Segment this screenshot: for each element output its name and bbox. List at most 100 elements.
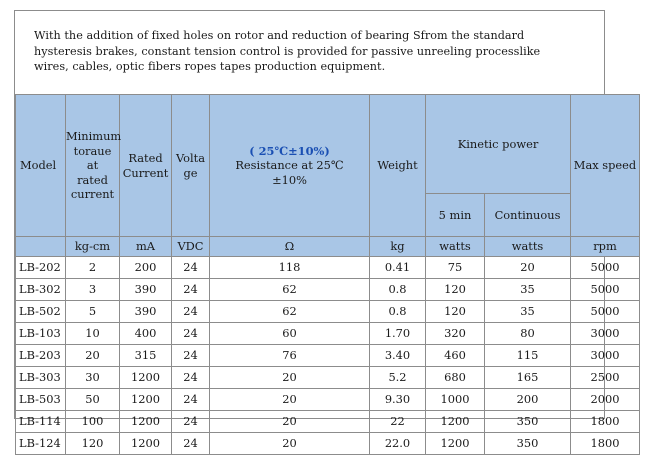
table-row: LB-202 2 200 24 118 0.41 75 20 5000 [15,256,641,279]
cell-speed: 2000 [570,388,641,411]
header-five-min: 5 min [425,193,485,237]
table-row: LB-103 10 400 24 60 1.70 320 80 3000 [15,322,641,345]
cell-voltage: 24 [171,388,210,411]
header-voltage: Volta ge [171,94,210,237]
cell-five-min: 680 [425,366,485,389]
cell-current: 390 [119,278,172,301]
cell-voltage: 24 [171,256,210,279]
cell-resistance: 20 [209,410,370,433]
cell-voltage: 24 [171,322,210,345]
table-row: LB-114 100 1200 24 20 22 1200 350 1800 [15,410,641,433]
cell-model: LB-203 [15,344,66,367]
table-row: LB-502 5 390 24 62 0.8 120 35 5000 [15,300,641,323]
table-row: LB-302 3 390 24 62 0.8 120 35 5000 [15,278,641,301]
header-min-torque-line: at [86,158,99,173]
cell-voltage: 24 [171,344,210,367]
cell-resistance: 76 [209,344,370,367]
cell-speed: 5000 [570,256,641,279]
cell-resistance: 62 [209,300,370,323]
cell-five-min: 1200 [425,432,485,455]
header-row: Model Minimum toraue at rated current Ra… [15,94,641,237]
cell-continuous: 200 [483,388,572,411]
spec-table: Model Minimum toraue at rated current Ra… [15,94,641,455]
intro-line-2: hysteresis brakes, constant tension cont… [34,44,541,58]
cell-weight: 22.0 [369,432,426,455]
cell-continuous: 165 [483,366,572,389]
header-rated-current-line: Current [122,165,169,180]
cell-continuous: 80 [483,322,572,345]
cell-speed: 5000 [570,278,641,301]
cell-weight: 22 [369,410,426,433]
cell-torque: 30 [65,366,120,389]
cell-five-min: 320 [425,322,485,345]
cell-speed: 1800 [570,410,641,433]
cell-model: LB-502 [15,300,66,323]
cell-voltage: 24 [171,278,210,301]
cell-current: 1200 [119,366,172,389]
cell-current: 1200 [119,410,172,433]
cell-torque: 5 [65,300,120,323]
cell-model: LB-114 [15,410,66,433]
intro-line-3: wires, cables, optic fibers ropes tapes … [34,60,386,73]
cell-five-min: 1000 [425,388,485,411]
cell-continuous: 35 [483,300,572,323]
cell-current: 1200 [119,388,172,411]
unit-voltage: VDC [171,236,210,257]
cell-model: LB-302 [15,278,66,301]
cell-speed: 5000 [570,300,641,323]
cell-current: 315 [119,344,172,367]
cell-model: LB-124 [15,432,66,455]
unit-five-min: watts [425,236,485,257]
table-row: LB-503 50 1200 24 20 9.30 1000 200 2000 [15,388,641,411]
header-rated-current: Rated Current [119,94,172,237]
header-min-torque-line: toraue [73,143,112,158]
cell-five-min: 120 [425,300,485,323]
unit-torque: kg-cm [65,236,120,257]
header-weight: Weight [369,94,426,237]
cell-torque: 2 [65,256,120,279]
cell-voltage: 24 [171,410,210,433]
intro-line-1: With the addition of fixed holes on roto… [34,29,525,42]
unit-current: mA [119,236,172,257]
cell-five-min: 1200 [425,410,485,433]
cell-resistance: 20 [209,388,370,411]
cell-resistance: 60 [209,322,370,345]
cell-weight: 9.30 [369,388,426,411]
cell-speed: 1800 [570,432,641,455]
header-min-torque-line: current [70,187,115,202]
unit-continuous: watts [483,236,572,257]
cell-model: LB-103 [15,322,66,345]
cell-weight: 0.8 [369,300,426,323]
table-row: LB-203 20 315 24 76 3.40 460 115 3000 [15,344,641,367]
cell-resistance: 20 [209,432,370,455]
header-voltage-line: ge [183,165,198,180]
cell-current: 1200 [119,432,172,455]
cell-speed: 2500 [570,366,641,389]
cell-model: LB-202 [15,256,66,279]
cell-five-min: 460 [425,344,485,367]
cell-torque: 20 [65,344,120,367]
unit-weight: kg [369,236,426,257]
cell-voltage: 24 [171,432,210,455]
header-resistance-line: ±10% [272,172,307,187]
cell-resistance: 62 [209,278,370,301]
table-body: LB-202 2 200 24 118 0.41 75 20 5000 LB-302 3 390 24 6… [15,256,641,455]
header-continuous: Continuous [483,193,572,237]
table-row: LB-303 30 1200 24 20 5.2 680 165 2500 [15,366,641,389]
table-row: LB-124 120 1200 24 20 22.0 1200 350 1800 [15,432,641,455]
cell-continuous: 35 [483,278,572,301]
cell-continuous: 350 [483,432,572,455]
cell-five-min: 120 [425,278,485,301]
cell-weight: 0.41 [369,256,426,279]
cell-continuous: 20 [483,256,572,279]
cell-model: LB-303 [15,366,66,389]
cell-torque: 10 [65,322,120,345]
header-kinetic-power: Kinetic power [424,94,572,194]
cell-current: 400 [119,322,172,345]
header-resistance: ( 25℃±10%) Resistance at 25℃ ±10% [209,94,370,237]
header-model: Model [15,94,66,237]
cell-weight: 5.2 [369,366,426,389]
cell-weight: 3.40 [369,344,426,367]
cell-torque: 50 [65,388,120,411]
cell-five-min: 75 [425,256,485,279]
